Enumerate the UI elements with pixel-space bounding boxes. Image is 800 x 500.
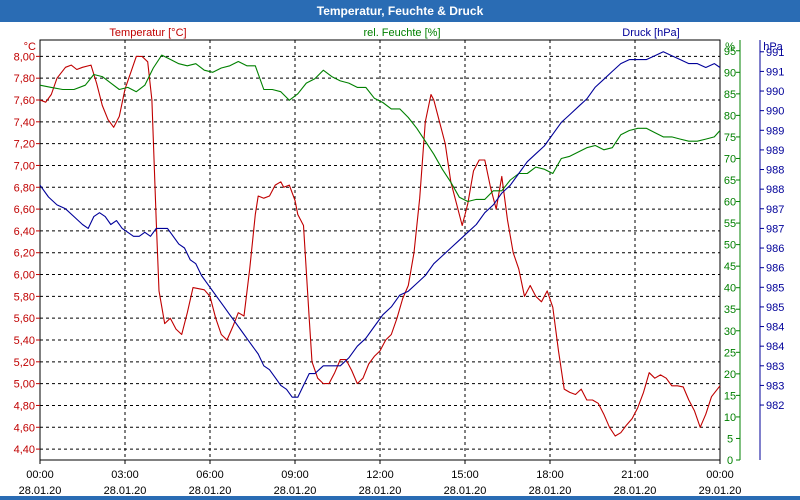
temperature-tick-label: 5,20 [14,357,35,369]
temperature-tick-label: 5,00 [14,379,35,391]
temperature-tick-label: 6,20 [14,248,35,260]
humidity-tick-label: 90 [724,67,736,79]
humidity-tick-label: 5 [727,433,733,445]
x-tick-time: 00:00 [26,469,54,481]
humidity-tick-label: 50 [724,240,736,252]
humidity-tick-label: 95 [724,46,736,58]
pressure-tick-label: 982 [766,400,784,412]
humidity-tick-label: 40 [724,283,736,295]
x-tick-time: 00:00 [706,469,734,481]
humidity-tick-label: 35 [724,304,736,316]
x-tick-date: 29.01.20 [699,485,742,497]
pressure-unit: hPa [763,41,783,53]
x-tick-time: 03:00 [111,469,139,481]
x-tick-date: 28.01.20 [104,485,147,497]
temperature-tick-label: 7,00 [14,160,35,172]
humidity-legend: rel. Feuchte [%] [363,27,440,39]
pressure-series-line [39,51,721,398]
pressure-tick-label: 985 [766,302,784,314]
pressure-tick-label: 983 [766,361,784,373]
pressure-tick-label: 985 [766,282,784,294]
temperature-tick-label: 5,40 [14,335,35,347]
temperature-tick-label: 4,60 [14,422,35,434]
humidity-tick-label: 30 [724,326,736,338]
x-tick-date: 28.01.20 [444,485,487,497]
pressure-tick-label: 983 [766,380,784,392]
humidity-tick-label: 10 [724,412,736,424]
temperature-tick-label: 4,40 [14,444,35,456]
temperature-tick-label: 5,80 [14,291,35,303]
x-tick-time: 18:00 [536,469,564,481]
humidity-tick-label: 15 [724,390,736,402]
x-tick-date: 28.01.20 [529,485,572,497]
pressure-tick-label: 989 [766,145,784,157]
x-tick-time: 21:00 [621,469,649,481]
pressure-tick-label: 988 [766,184,784,196]
humidity-unit: % [725,41,735,53]
x-tick-time: 09:00 [281,469,309,481]
humidity-series-line [39,54,721,203]
temperature-tick-label: 4,80 [14,400,35,412]
bottom-border [0,496,800,500]
temperature-tick-label: 7,40 [14,117,35,129]
x-tick-time: 06:00 [196,469,224,481]
humidity-tick-label: 0 [727,455,733,467]
humidity-tick-label: 60 [724,197,736,209]
humidity-tick-label: 70 [724,153,736,165]
pressure-tick-label: 991 [766,66,784,78]
x-tick-time: 15:00 [451,469,479,481]
pressure-tick-label: 984 [766,341,784,353]
temperature-tick-label: 6,40 [14,226,35,238]
x-tick-date: 28.01.20 [614,485,657,497]
series-lines [39,51,721,437]
grid [39,39,721,461]
pressure-tick-label: 987 [766,204,784,216]
humidity-tick-label: 85 [724,89,736,101]
humidity-tick-label: 25 [724,347,736,359]
chart-title-bar: Temperatur, Feuchte & Druck [0,0,800,22]
axes: 00:00 28.01.20 03:00 28.01.20 06:00 28.01.20 0… [14,27,785,497]
pressure-tick-label: 986 [766,243,784,255]
temperature-series-line [39,55,721,437]
temperature-tick-label: 7,20 [14,139,35,151]
temperature-tick-label: 7,60 [14,95,35,107]
temperature-tick-label: 6,80 [14,182,35,194]
pressure-tick-label: 990 [766,106,784,118]
pressure-tick-label: 990 [766,86,784,98]
x-tick-date: 28.01.20 [19,485,62,497]
temperature-tick-label: 7,80 [14,73,35,85]
pressure-tick-label: 986 [766,263,784,275]
x-tick-date: 28.01.20 [359,485,402,497]
chart-title: Temperatur, Feuchte & Druck [316,4,484,18]
x-tick-time: 12:00 [366,469,394,481]
temperature-tick-label: 5,60 [14,313,35,325]
pressure-tick-label: 988 [766,165,784,177]
x-tick-date: 28.01.20 [189,485,232,497]
pressure-tick-label: 991 [766,47,784,59]
humidity-tick-label: 20 [724,369,736,381]
x-tick-date: 28.01.20 [274,485,317,497]
temperature-tick-label: 6,60 [14,204,35,216]
pressure-tick-label: 984 [766,322,784,334]
temperature-tick-label: 8,00 [14,51,35,63]
humidity-tick-label: 55 [724,218,736,230]
pressure-legend: Druck [hPa] [622,27,679,39]
temperature-legend: Temperatur [°C] [109,27,186,39]
temperature-unit: °C [24,41,36,53]
humidity-tick-label: 45 [724,261,736,273]
temperature-tick-label: 6,00 [14,270,35,282]
humidity-tick-label: 75 [724,132,736,144]
pressure-tick-label: 989 [766,125,784,137]
humidity-tick-label: 65 [724,175,736,187]
pressure-tick-label: 987 [766,223,784,235]
humidity-tick-label: 80 [724,110,736,122]
